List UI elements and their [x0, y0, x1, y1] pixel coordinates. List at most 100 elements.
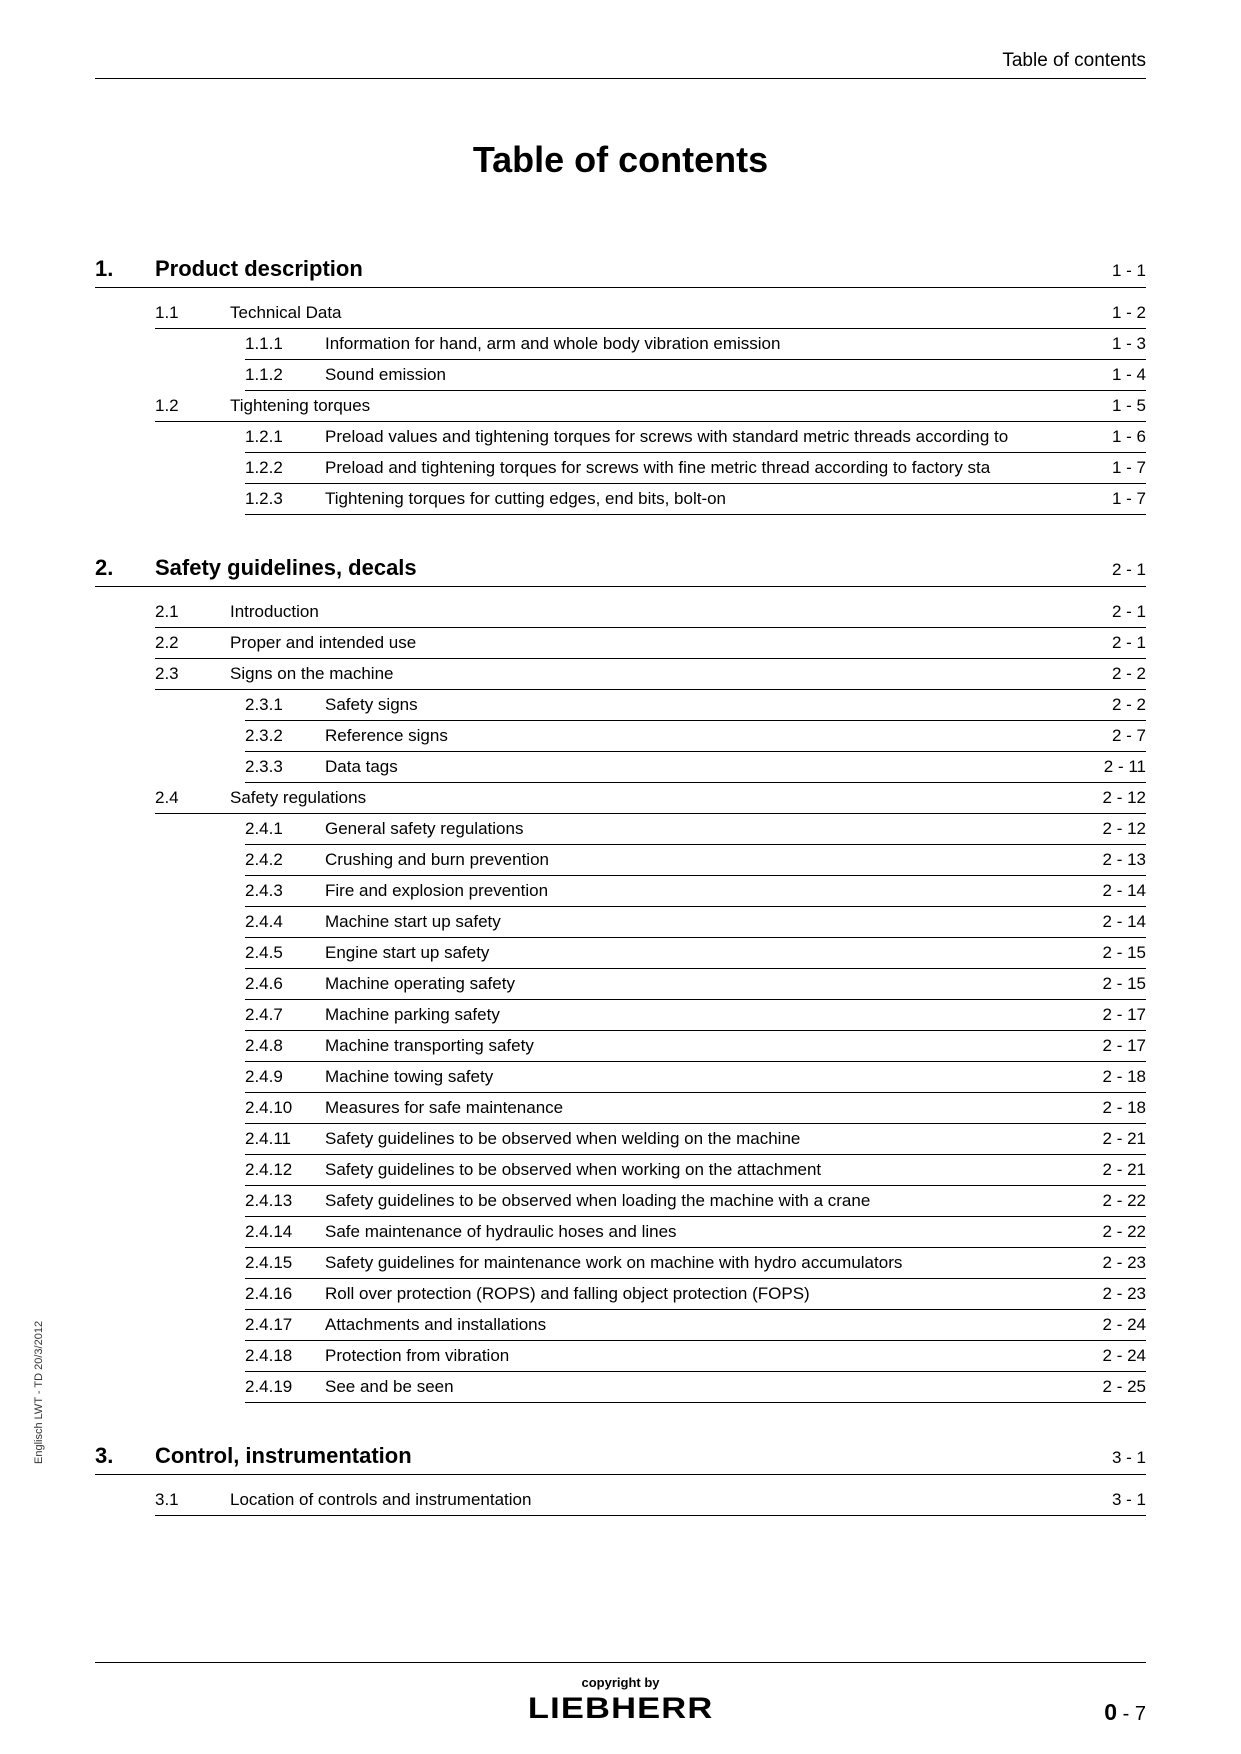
section-row: 2.3Signs on the machine2 - 2	[155, 659, 1146, 690]
subsection-row: 2.4.7Machine parking safety2 - 17	[245, 1000, 1146, 1031]
subsection-page: 2 - 2	[1086, 695, 1146, 715]
subsection-page: 2 - 17	[1083, 1005, 1146, 1025]
subsection-title: Preload values and tightening torques fo…	[325, 427, 1086, 447]
subsection-title: Machine start up safety	[325, 912, 1083, 932]
section-number: 1.1	[155, 303, 230, 323]
subsection-page: 2 - 24	[1083, 1346, 1146, 1366]
subsection-number: 1.1.1	[245, 334, 325, 354]
subsection-page: 2 - 21	[1083, 1129, 1146, 1149]
section-number: 1.2	[155, 396, 230, 416]
section-number: 2.4	[155, 788, 230, 808]
subsection-page: 2 - 17	[1083, 1036, 1146, 1056]
subsection-number: 2.4.4	[245, 912, 325, 932]
subsection-page: 2 - 15	[1083, 974, 1146, 994]
subsection-row: 2.3.3Data tags2 - 11	[245, 752, 1146, 783]
subsection-number: 2.4.14	[245, 1222, 325, 1242]
subsection-page: 2 - 13	[1083, 850, 1146, 870]
subsection-row: 2.4.18Protection from vibration2 - 24	[245, 1341, 1146, 1372]
chapter-page: 1 - 1	[1092, 261, 1146, 281]
subsection-row: 1.2.2Preload and tightening torques for …	[245, 453, 1146, 484]
chapter-number: 1.	[95, 256, 155, 282]
subsection-page: 2 - 21	[1083, 1160, 1146, 1180]
subsection-number: 1.2.2	[245, 458, 325, 478]
subsection-title: Measures for safe maintenance	[325, 1098, 1083, 1118]
section-page: 3 - 1	[1086, 1490, 1146, 1510]
subsection-number: 2.4.6	[245, 974, 325, 994]
section-number: 2.2	[155, 633, 230, 653]
subsection-number: 2.4.16	[245, 1284, 325, 1304]
subsection-page: 2 - 25	[1083, 1377, 1146, 1397]
chapter-title: Control, instrumentation	[155, 1443, 1092, 1469]
subsection-title: See and be seen	[325, 1377, 1083, 1397]
subsection-number: 2.3.3	[245, 757, 325, 777]
subsection-page: 1 - 6	[1086, 427, 1146, 447]
subsection-number: 2.3.2	[245, 726, 325, 746]
chapter-number: 3.	[95, 1443, 155, 1469]
subsection-row: 1.2.3Tightening torques for cutting edge…	[245, 484, 1146, 515]
section-number: 3.1	[155, 1490, 230, 1510]
chapter-row: 2.Safety guidelines, decals2 - 1	[95, 555, 1146, 587]
subsection-title: Tightening torques for cutting edges, en…	[325, 489, 1086, 509]
subsection-number: 1.2.3	[245, 489, 325, 509]
subsection-row: 1.1.2Sound emission1 - 4	[245, 360, 1146, 391]
footer-page-number: 0 - 7	[1104, 1699, 1146, 1726]
subsection-number: 2.4.2	[245, 850, 325, 870]
subsection-title: Safe maintenance of hydraulic hoses and …	[325, 1222, 1083, 1242]
section-title: Location of controls and instrumentation	[230, 1490, 1086, 1510]
subsection-title: Machine towing safety	[325, 1067, 1083, 1087]
section-page: 2 - 1	[1086, 633, 1146, 653]
subsection-page: 2 - 14	[1083, 912, 1146, 932]
subsection-page: 2 - 22	[1083, 1222, 1146, 1242]
subsection-row: 1.1.1Information for hand, arm and whole…	[245, 329, 1146, 360]
subsection-page: 2 - 18	[1083, 1098, 1146, 1118]
section-page: 1 - 5	[1086, 396, 1146, 416]
section-number: 2.3	[155, 664, 230, 684]
subsection-row: 2.4.16Roll over protection (ROPS) and fa…	[245, 1279, 1146, 1310]
subsection-title: Roll over protection (ROPS) and falling …	[325, 1284, 1083, 1304]
header-section-label: Table of contents	[95, 50, 1146, 79]
subsection-number: 2.4.9	[245, 1067, 325, 1087]
subsection-number: 2.3.1	[245, 695, 325, 715]
subsection-row: 2.4.13Safety guidelines to be observed w…	[245, 1186, 1146, 1217]
subsection-row: 2.4.4Machine start up safety2 - 14	[245, 907, 1146, 938]
subsection-page: 1 - 7	[1086, 489, 1146, 509]
section-title: Proper and intended use	[230, 633, 1086, 653]
subsection-page: 2 - 14	[1083, 881, 1146, 901]
subsection-title: Safety guidelines to be observed when we…	[325, 1129, 1083, 1149]
subsection-title: Protection from vibration	[325, 1346, 1083, 1366]
subsection-page: 1 - 7	[1086, 458, 1146, 478]
subsection-row: 2.4.6Machine operating safety2 - 15	[245, 969, 1146, 1000]
subsection-page: 1 - 3	[1086, 334, 1146, 354]
page-title: Table of contents	[95, 139, 1146, 181]
subsection-title: Information for hand, arm and whole body…	[325, 334, 1086, 354]
subsection-title: Safety guidelines to be observed when lo…	[325, 1191, 1083, 1211]
subsection-row: 2.4.11Safety guidelines to be observed w…	[245, 1124, 1146, 1155]
chapter-title: Product description	[155, 256, 1092, 282]
section-title: Safety regulations	[230, 788, 1083, 808]
subsection-number: 2.4.18	[245, 1346, 325, 1366]
subsection-number: 2.4.8	[245, 1036, 325, 1056]
subsection-title: Engine start up safety	[325, 943, 1083, 963]
subsection-row: 1.2.1Preload values and tightening torqu…	[245, 422, 1146, 453]
subsection-page: 2 - 24	[1083, 1315, 1146, 1335]
subsection-number: 2.4.10	[245, 1098, 325, 1118]
subsection-row: 2.4.3Fire and explosion prevention2 - 14	[245, 876, 1146, 907]
chapter: 2.Safety guidelines, decals2 - 12.1Intro…	[95, 555, 1146, 1403]
subsection-number: 2.4.15	[245, 1253, 325, 1273]
section-title: Introduction	[230, 602, 1086, 622]
section-row: 3.1Location of controls and instrumentat…	[155, 1485, 1146, 1516]
subsection-row: 2.4.19See and be seen2 - 25	[245, 1372, 1146, 1403]
subsection-title: Safety guidelines to be observed when wo…	[325, 1160, 1083, 1180]
subsection-page: 2 - 15	[1083, 943, 1146, 963]
subsection-page: 2 - 7	[1086, 726, 1146, 746]
subsection-number: 1.2.1	[245, 427, 325, 447]
section-row: 2.2Proper and intended use2 - 1	[155, 628, 1146, 659]
subsection-row: 2.4.2Crushing and burn prevention2 - 13	[245, 845, 1146, 876]
subsection-title: Safety guidelines for maintenance work o…	[325, 1253, 1083, 1273]
subsection-page: 2 - 22	[1083, 1191, 1146, 1211]
section-page: 1 - 2	[1086, 303, 1146, 323]
side-meta-text: Englisch LWT - TD 20/3/2012	[33, 1321, 45, 1464]
subsection-number: 2.4.17	[245, 1315, 325, 1335]
subsection-page: 2 - 23	[1083, 1253, 1146, 1273]
section-page: 2 - 1	[1086, 602, 1146, 622]
